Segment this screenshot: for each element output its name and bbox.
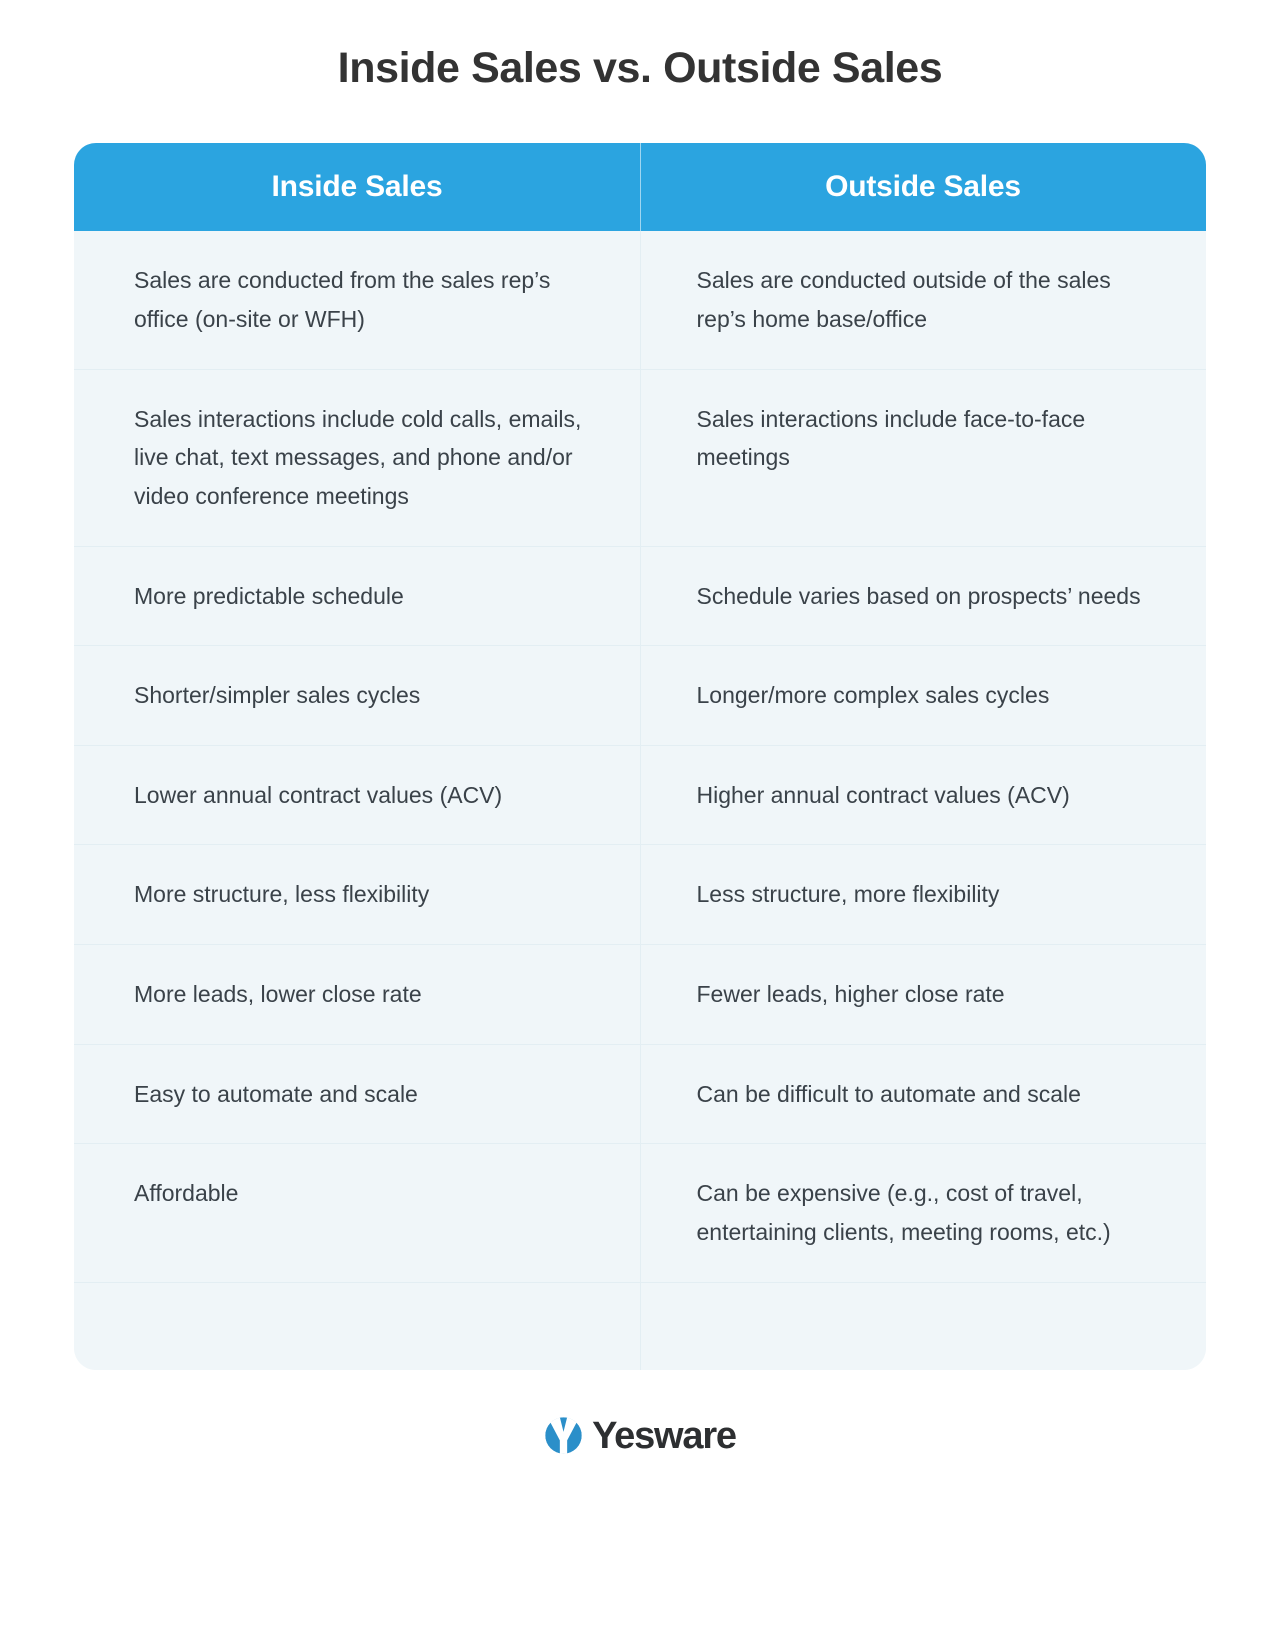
table-row: Lower annual contract values (ACV) Higher… bbox=[74, 744, 1206, 845]
cell-outside-sales: Fewer leads, higher close rate bbox=[639, 944, 1206, 1045]
table-body: Sales are conducted from the sales rep’s… bbox=[74, 231, 1206, 1371]
cell-inside-sales: Sales interactions include cold calls, e… bbox=[74, 368, 640, 547]
table-bottom-spacer bbox=[74, 1281, 1206, 1371]
table-row: More structure, less flexibility Less str… bbox=[74, 844, 1206, 945]
table-row: Affordable Can be expensive (e.g., cost o… bbox=[74, 1143, 1206, 1283]
cell-inside-sales: Sales are conducted from the sales rep’s… bbox=[74, 231, 640, 370]
table-row: Shorter/simpler sales cycles Longer/more … bbox=[74, 645, 1206, 746]
column-header-outside-sales: Outside Sales bbox=[640, 143, 1206, 232]
page-title: Inside Sales vs. Outside Sales bbox=[337, 44, 943, 92]
cell-outside-sales: Schedule varies based on prospects’ need… bbox=[639, 545, 1206, 646]
cell-outside-sales: Less structure, more flexibility bbox=[639, 844, 1206, 945]
cell-inside-sales: More leads, lower close rate bbox=[74, 944, 640, 1045]
comparison-table-card: Inside Sales Outside Sales Sales are con… bbox=[74, 143, 1206, 1371]
cell-inside-sales: Easy to automate and scale bbox=[74, 1043, 640, 1144]
cell-inside-sales: Lower annual contract values (ACV) bbox=[74, 744, 640, 845]
cell-inside-sales: Shorter/simpler sales cycles bbox=[74, 645, 640, 746]
table-row: Easy to automate and scale Can be difficu… bbox=[74, 1043, 1206, 1144]
comparison-table: Inside Sales Outside Sales Sales are con… bbox=[74, 143, 1206, 1371]
cell-inside-sales: Affordable bbox=[74, 1143, 640, 1283]
cell-outside-sales: Sales interactions include face-to-face … bbox=[639, 368, 1206, 547]
cell-outside-sales: Can be difficult to automate and scale bbox=[639, 1043, 1206, 1144]
brand-name: Yesware bbox=[592, 1414, 737, 1457]
table-row: More predictable schedule Schedule varies… bbox=[74, 545, 1206, 646]
column-header-inside-sales: Inside Sales bbox=[74, 143, 640, 232]
spacer-cell bbox=[639, 1281, 1206, 1371]
spacer-cell bbox=[74, 1281, 640, 1371]
cell-inside-sales: More predictable schedule bbox=[74, 545, 640, 646]
table-row: More leads, lower close rate Fewer leads,… bbox=[74, 944, 1206, 1045]
yesware-logo-icon bbox=[545, 1417, 582, 1454]
table-header-row: Inside Sales Outside Sales bbox=[74, 143, 1206, 232]
cell-outside-sales: Longer/more complex sales cycles bbox=[639, 645, 1206, 746]
cell-outside-sales: Can be expensive (e.g., cost of travel, … bbox=[639, 1143, 1206, 1283]
cell-inside-sales: More structure, less flexibility bbox=[74, 844, 640, 945]
table-header: Inside Sales Outside Sales bbox=[74, 143, 1206, 232]
cell-outside-sales: Higher annual contract values (ACV) bbox=[639, 744, 1206, 845]
table-row: Sales interactions include cold calls, e… bbox=[74, 368, 1206, 547]
cell-outside-sales: Sales are conducted outside of the sales… bbox=[639, 231, 1206, 370]
footer-brand: Yesware bbox=[544, 1414, 737, 1457]
table-row: Sales are conducted from the sales rep’s… bbox=[74, 231, 1206, 370]
